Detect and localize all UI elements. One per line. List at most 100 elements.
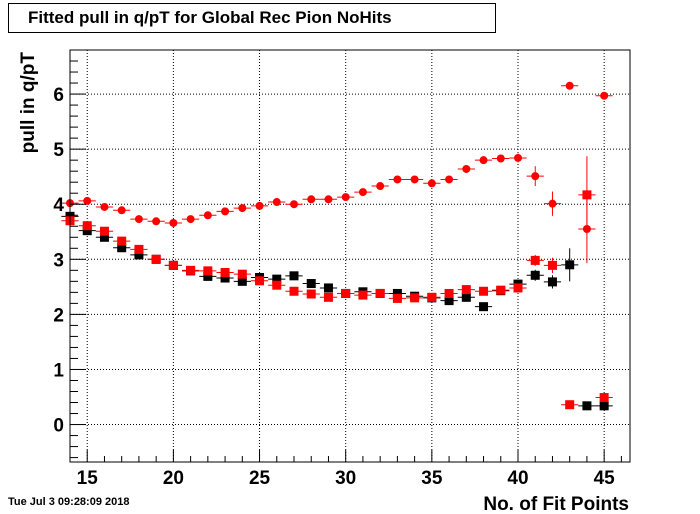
y-tick-label: 3 [53,250,64,271]
data-point [445,175,454,184]
data-point [290,200,298,209]
data-point [513,283,523,293]
data-point [83,196,92,205]
data-point [600,91,609,100]
data-point [324,195,333,204]
timestamp: Tue Jul 3 09:28:09 2018 [8,496,130,508]
x-axis-label: No. of Fit Points [483,494,629,514]
data-point [582,190,592,200]
data-point [203,266,213,276]
data-point [168,260,178,270]
data-point [565,81,574,90]
data-point [565,400,575,410]
x-tick-label: 40 [507,468,528,489]
data-point [306,289,316,299]
x-tick-label: 35 [421,468,443,489]
data-point [134,244,144,254]
data-point [547,260,557,270]
data-point [376,182,385,191]
y-axis-label: pull in q/pT [18,52,39,154]
data-point [479,302,489,312]
data-point [427,179,436,188]
x-tick-label: 20 [163,468,184,489]
data-point [358,188,367,197]
data-point [479,286,489,296]
data-point [393,175,402,184]
data-point [496,154,505,163]
data-point [479,156,488,165]
data-point [203,271,213,281]
data-point [289,271,299,281]
data-point [599,393,609,403]
data-point [341,193,350,202]
data-point [169,218,178,227]
data-point [151,254,161,264]
y-tick-label: 5 [53,140,64,161]
data-point [289,286,299,296]
data-point [323,283,333,293]
data-point [444,288,454,298]
data-point [99,226,109,236]
y-tick-label: 4 [53,195,64,216]
data-point [531,172,540,181]
data-point [255,276,265,286]
data-point [582,401,592,411]
series-0 [61,81,613,264]
data-point [375,288,385,298]
data-point [99,232,109,242]
data-point [444,296,454,306]
plot-frame [69,49,631,463]
data-point [117,236,127,246]
data-point [461,285,471,295]
data-point [461,292,471,302]
y-tick-label: 2 [53,305,64,326]
data-point [134,250,144,260]
data-point [358,290,368,300]
data-point [152,217,161,226]
y-tick-label: 6 [53,85,64,106]
data-point [547,277,557,287]
data-point [221,207,230,216]
data-point [203,211,212,220]
data-point [548,199,557,208]
data-point [117,206,126,215]
grid-lines [70,50,630,462]
data-point [100,202,109,211]
data-point [392,293,402,303]
data-point [186,215,195,224]
data-point [272,280,282,290]
data-point [307,195,316,204]
x-tick-label: 15 [77,468,99,489]
chart-title-text: Fitted pull in q/pT for Global Rec Pion … [28,8,392,27]
data-point [82,226,92,236]
data-point [392,288,402,298]
data-point [427,292,437,302]
data-point [255,201,264,210]
data-point [565,260,575,270]
data-point [410,293,420,303]
data-point [530,270,540,280]
data-point [117,243,127,253]
data-point [186,265,196,275]
chart-title: Fitted pull in q/pT for Global Rec Pion … [8,3,496,33]
data-point [237,276,247,286]
y-tick-label: 1 [53,360,64,381]
x-tick-label: 30 [335,468,356,489]
data-point [323,292,333,302]
data-point [272,274,282,284]
data-point [238,204,247,213]
data-point [514,153,522,162]
data-point [496,285,506,295]
data-point [220,273,230,283]
data-point [134,215,143,224]
y-tick-label: 0 [53,416,64,437]
series-2 [61,156,613,410]
data-point [82,221,92,231]
data-point [341,288,351,298]
data-point [272,198,281,207]
series-1 [61,211,613,411]
data-point [462,164,471,173]
x-tick-label: 25 [249,468,271,489]
